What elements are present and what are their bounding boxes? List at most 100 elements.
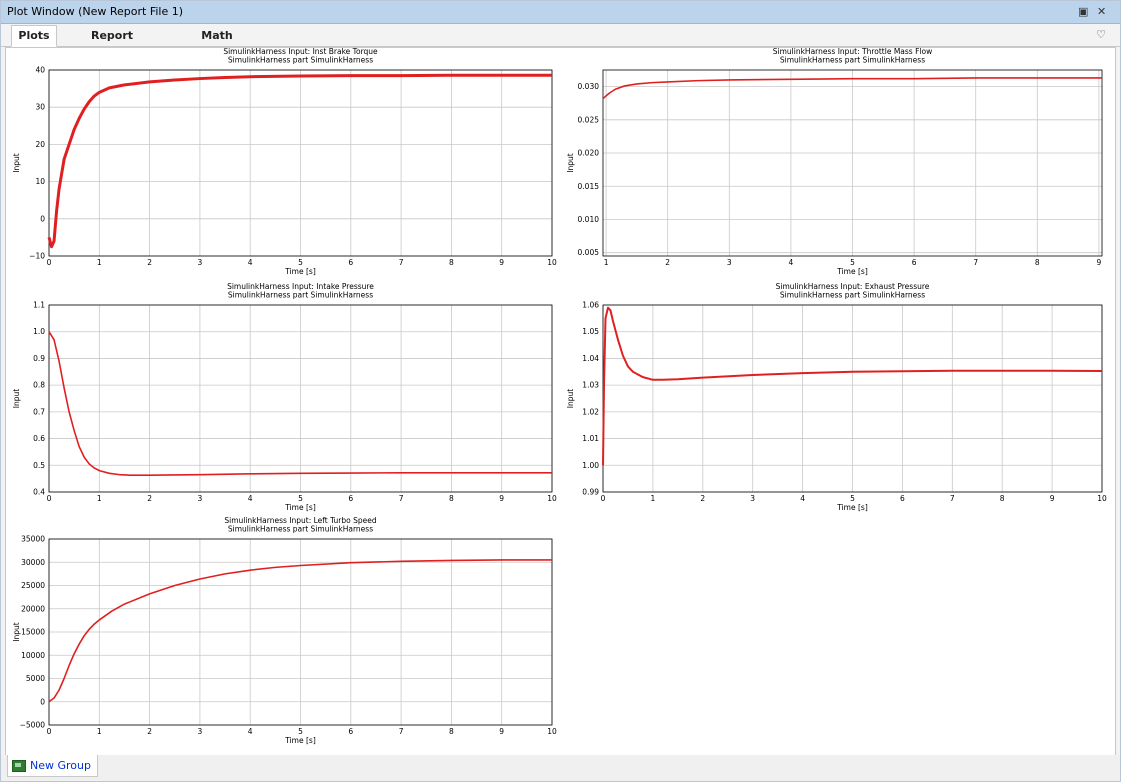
title-bar: Plot Window (New Report File 1) ▣ ✕ [1,1,1120,24]
chart-title-line: SimulinkHarness Input: Exhaust Pressure [776,282,930,291]
y-tick-label: 1.06 [582,301,599,310]
x-tick-label: 6 [900,494,905,503]
y-tick-label: 0.5 [33,461,45,470]
tab-math-operations[interactable]: Math Operations [171,26,263,61]
y-tick-label: 25000 [21,581,45,590]
chart-title-line: SimulinkHarness Input: Inst Brake Torque [223,48,378,56]
x-tick-label: 7 [973,258,978,267]
x-tick-label: 6 [348,258,353,267]
chart-0: SimulinkHarness Input: Inst Brake Torque… [12,48,557,276]
y-tick-label: 0 [40,214,45,223]
x-tick-label: 3 [198,258,203,267]
x-tick-label: 5 [298,494,303,503]
y-tick-label: 1.00 [582,461,599,470]
y-tick-label: 15000 [21,628,45,637]
plots-area: SimulinkHarness Input: Inst Brake Torque… [5,47,1116,756]
x-tick-label: 3 [198,494,203,503]
group-tab-new-group[interactable]: New Group [7,755,98,777]
x-tick-label: 4 [248,727,253,736]
y-tick-label: 0 [40,697,45,706]
y-axis-label: Input [566,153,575,172]
plot-frame [48,538,553,726]
x-tick-label: 4 [248,258,253,267]
plots-canvas: SimulinkHarness Input: Inst Brake Torque… [12,48,1107,745]
x-tick-label: 1 [651,494,656,503]
x-axis-label: Time [s] [284,503,316,512]
x-tick-label: 6 [348,494,353,503]
y-tick-label: 10 [35,177,45,186]
y-tick-label: 1.04 [582,354,599,363]
group-icon [12,759,26,772]
x-tick-label: 1 [97,494,102,503]
series-line [602,306,1103,466]
x-tick-label: 10 [547,727,557,736]
window-title: Plot Window (New Report File 1) [7,5,184,18]
x-tick-label: 8 [1035,258,1040,267]
y-tick-label: 40 [35,66,45,75]
bottom-bar: New Group [1,755,1120,781]
tab-menu-chevron-icon[interactable]: ♡ [1096,28,1106,41]
chart-title-line: SimulinkHarness part SimulinkHarness [780,56,925,65]
x-tick-label: 6 [348,727,353,736]
x-tick-label: 2 [700,494,705,503]
x-axis-label: Time [s] [836,503,868,512]
x-tick-label: 7 [950,494,955,503]
x-tick-label: 7 [399,727,404,736]
x-axis-label: Time [s] [284,736,316,745]
tab-report-generation[interactable]: Report Generation [61,26,163,61]
restore-icon[interactable]: ▣ [1078,5,1089,18]
tab-plots[interactable]: Plots [11,25,57,47]
y-axis-label: Input [12,389,21,408]
x-axis-label: Time [s] [836,267,868,276]
x-tick-label: 2 [665,258,670,267]
x-tick-label: 5 [298,727,303,736]
x-tick-label: 10 [547,494,557,503]
y-axis-label: Input [12,153,21,172]
x-tick-label: 4 [789,258,794,267]
y-tick-label: 20000 [21,604,45,613]
y-tick-label: −10 [29,252,45,261]
chart-title-line: SimulinkHarness part SimulinkHarness [780,291,925,300]
y-tick-label: 0.8 [33,381,45,390]
x-tick-label: 9 [1097,258,1102,267]
chart-1: SimulinkHarness Input: Throttle Mass Flo… [566,48,1103,276]
x-tick-label: 5 [298,258,303,267]
y-tick-label: 0.99 [582,488,599,497]
x-tick-label: 0 [47,258,52,267]
x-tick-label: 9 [1050,494,1055,503]
y-tick-label: 30000 [21,558,45,567]
x-tick-label: 7 [399,494,404,503]
y-tick-label: 1.0 [33,327,45,336]
y-tick-label: 10000 [21,651,45,660]
group-label: New Group [30,759,91,772]
x-tick-label: 8 [1000,494,1005,503]
x-tick-label: 7 [399,258,404,267]
y-tick-label: 0.005 [578,248,600,257]
plot-frame [602,69,1103,257]
chart-title-line: SimulinkHarness Input: Left Turbo Speed [224,516,377,525]
y-tick-label: 1.05 [582,327,599,336]
x-tick-label: 4 [800,494,805,503]
chart-title-line: SimulinkHarness Input: Throttle Mass Flo… [773,48,932,56]
y-axis-label: Input [12,622,21,641]
x-tick-label: 3 [198,727,203,736]
x-tick-label: 9 [499,494,504,503]
x-tick-label: 0 [47,494,52,503]
x-tick-label: 0 [601,494,606,503]
x-tick-label: 10 [1097,494,1107,503]
x-tick-label: 9 [499,727,504,736]
close-icon[interactable]: ✕ [1097,5,1107,18]
x-tick-label: 5 [850,258,855,267]
y-tick-label: −5000 [20,721,46,730]
x-tick-label: 1 [97,727,102,736]
x-tick-label: 2 [147,258,152,267]
y-axis-label: Input [566,389,575,408]
x-tick-label: 8 [449,494,454,503]
series-line [602,77,1102,100]
chart-title-line: SimulinkHarness Input: Intake Pressure [227,282,374,291]
tab-plots-label: Plots [18,29,50,42]
y-tick-label: 5000 [26,674,45,683]
series-line [47,73,552,249]
chart-title-line: SimulinkHarness part SimulinkHarness [228,525,373,534]
x-tick-label: 1 [97,258,102,267]
